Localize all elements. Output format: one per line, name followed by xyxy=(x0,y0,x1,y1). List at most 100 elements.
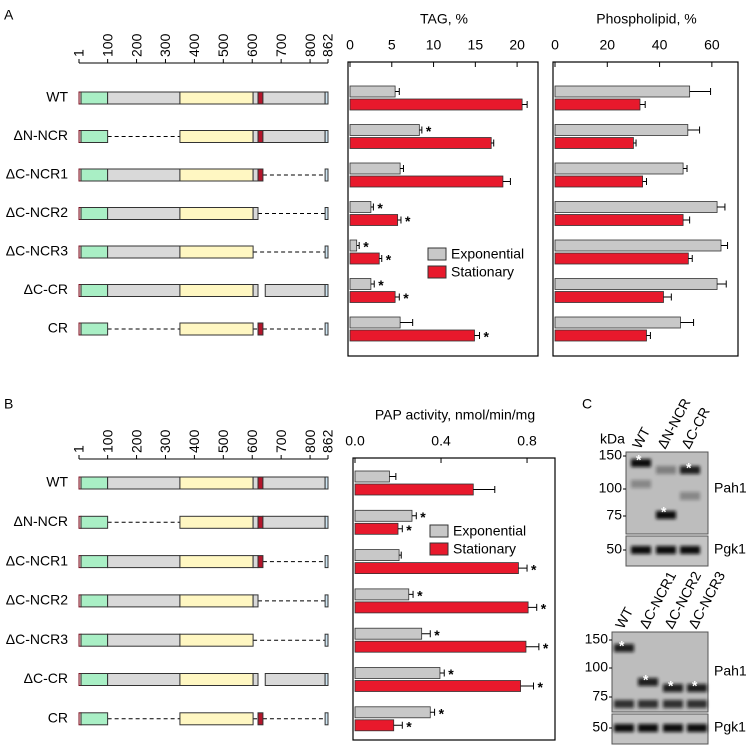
error-bar xyxy=(525,643,540,651)
domain xyxy=(80,673,109,686)
category-label: ΔN-NCR xyxy=(14,127,68,143)
significance-mark: * xyxy=(541,601,547,617)
error-bar xyxy=(399,551,402,559)
ruler-label: 862 xyxy=(320,429,336,453)
band xyxy=(680,466,700,474)
bar xyxy=(554,278,718,290)
domain xyxy=(80,633,109,647)
band xyxy=(631,480,651,488)
domain xyxy=(179,515,254,529)
domain xyxy=(324,91,329,105)
ruler-label: 500 xyxy=(215,429,231,453)
band xyxy=(656,466,676,474)
domain xyxy=(107,91,181,105)
significance-mark: * xyxy=(434,627,440,643)
domain xyxy=(324,284,329,297)
bar xyxy=(349,252,380,265)
legend-swatch xyxy=(429,542,449,556)
error-bar xyxy=(439,669,445,677)
domain xyxy=(252,594,259,608)
domain xyxy=(257,476,264,490)
error-bar xyxy=(683,216,691,224)
bar xyxy=(354,601,529,614)
band-mark: * xyxy=(636,452,642,468)
domain xyxy=(324,245,329,259)
category-label: ΔC-NCR2 xyxy=(6,204,68,220)
bar xyxy=(554,137,634,149)
band xyxy=(687,684,707,692)
category-label: WT xyxy=(46,474,68,490)
domain xyxy=(80,91,109,105)
error-bar xyxy=(663,293,672,301)
domain xyxy=(324,712,329,726)
plot-frame xyxy=(352,457,556,741)
legend-swatch xyxy=(429,524,449,538)
domain xyxy=(107,673,181,686)
domain xyxy=(252,207,259,220)
plot-frame xyxy=(552,61,739,357)
bar xyxy=(554,124,689,136)
category-label: ΔN-NCR xyxy=(14,513,68,529)
category-label: ΔC-NCR3 xyxy=(6,243,68,259)
error-bar xyxy=(520,682,534,690)
significance-mark: * xyxy=(448,666,454,682)
ruler-label: 1 xyxy=(71,445,87,453)
category-label: ΔC-NCR1 xyxy=(6,552,68,568)
bar xyxy=(554,316,681,329)
error-bar xyxy=(370,280,375,288)
band-mark: * xyxy=(661,504,667,520)
ruler-label: 800 xyxy=(302,33,318,57)
bar xyxy=(349,316,401,329)
domain xyxy=(252,284,259,297)
error-bar xyxy=(646,332,651,339)
x-tick-label: 10 xyxy=(426,37,442,53)
band xyxy=(638,700,658,708)
domain xyxy=(107,633,181,647)
x-tick-label: 0.0 xyxy=(345,433,365,449)
bar xyxy=(349,201,372,213)
bar xyxy=(349,124,420,136)
band xyxy=(687,724,707,732)
domain xyxy=(107,555,181,569)
ruler-label: 800 xyxy=(302,429,318,453)
significance-mark: * xyxy=(417,588,423,604)
significance-mark: * xyxy=(484,329,490,345)
domain xyxy=(324,168,329,182)
domain xyxy=(324,594,329,608)
panel-label: C xyxy=(582,396,592,412)
ruler-label: 600 xyxy=(244,429,260,453)
domain xyxy=(324,130,329,143)
error-bar xyxy=(356,242,360,249)
protein-label: Pgk1 xyxy=(714,719,746,735)
domain xyxy=(179,284,254,297)
x-tick-label: 0.4 xyxy=(431,433,451,449)
error-bar xyxy=(717,203,726,211)
domain xyxy=(324,207,329,220)
band-mark: * xyxy=(668,678,674,694)
error-bar xyxy=(502,178,511,185)
error-bar xyxy=(389,473,397,480)
domain xyxy=(179,168,254,182)
marker-label: 75 xyxy=(606,507,622,523)
lane-label: WT xyxy=(612,604,637,631)
domain xyxy=(252,130,259,143)
ruler-label: 1 xyxy=(71,49,87,57)
domain xyxy=(179,673,254,686)
band xyxy=(680,546,700,554)
bar xyxy=(354,549,400,561)
domain xyxy=(252,515,259,529)
band-mark: * xyxy=(692,678,698,694)
legend-label: Exponential xyxy=(451,246,524,262)
band xyxy=(656,511,676,519)
bar xyxy=(349,291,396,303)
significance-mark: * xyxy=(406,522,412,538)
bar xyxy=(349,214,399,226)
panel-label: A xyxy=(4,7,14,23)
domain xyxy=(257,712,264,726)
panel-label: B xyxy=(4,396,13,412)
error-bar xyxy=(633,139,637,147)
error-bar xyxy=(687,126,701,134)
x-tick-label: 5 xyxy=(388,37,396,53)
domain xyxy=(257,91,264,105)
bar xyxy=(354,680,521,692)
